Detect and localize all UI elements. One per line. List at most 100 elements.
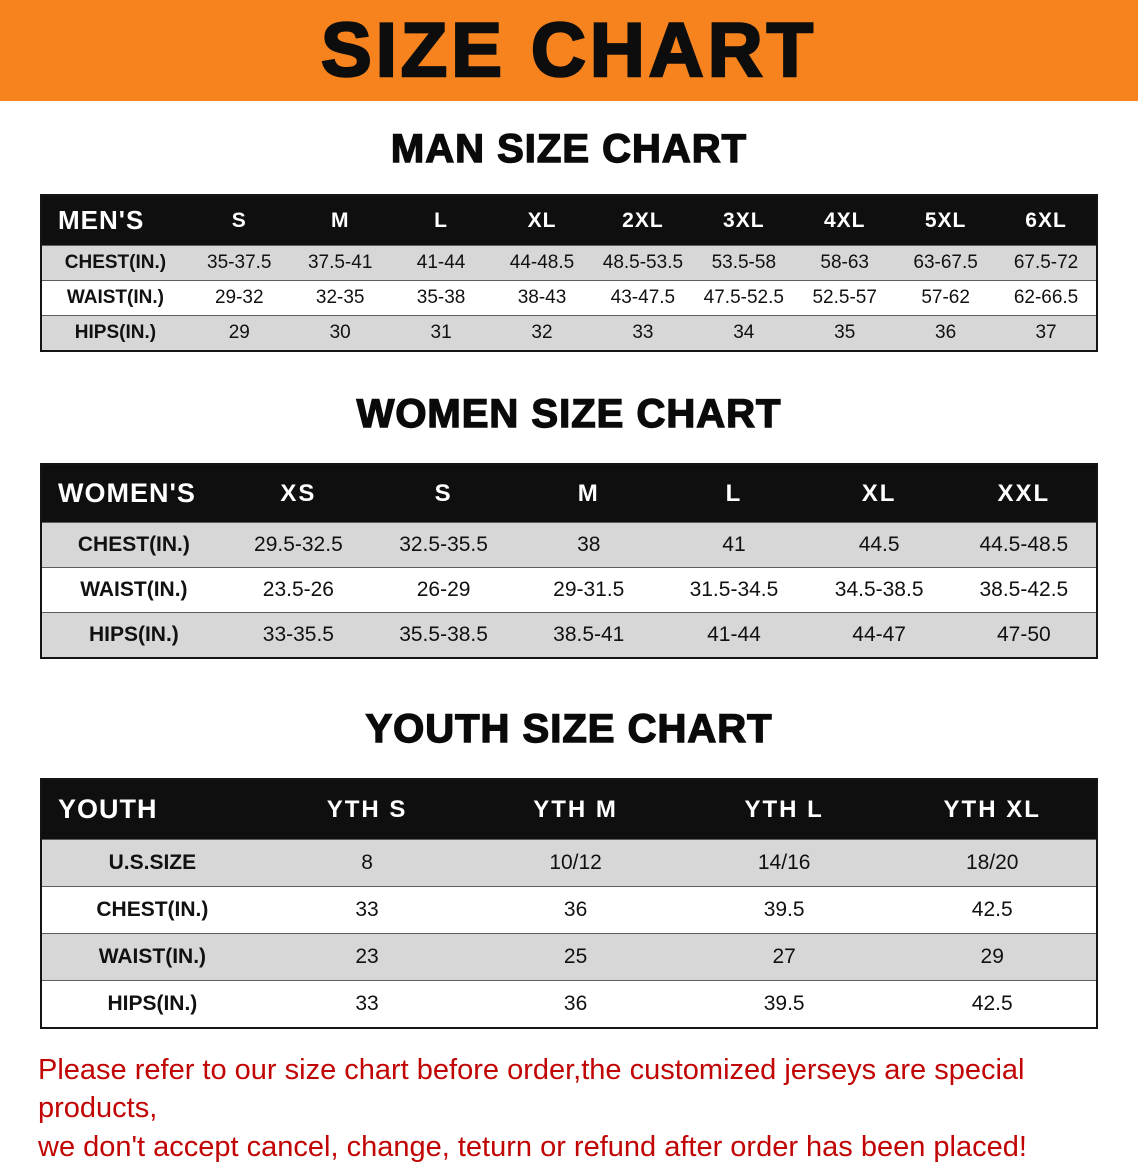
row-label: CHEST(IN.) bbox=[96, 898, 209, 921]
column-header: L bbox=[390, 195, 492, 246]
size-value-cell: 35-38 bbox=[416, 287, 466, 308]
size-value-cell: 30 bbox=[329, 322, 351, 343]
size-value-cell: 29 bbox=[980, 945, 1004, 968]
youth-size-table: YOUTH YTH S YTH M YTH L YTH XL U.S.SIZE 8 10/12… bbox=[40, 778, 1098, 1029]
row-label: U.S.SIZE bbox=[108, 851, 197, 874]
column-header: YTH XL bbox=[888, 779, 1097, 840]
size-value-cell: 35 bbox=[834, 322, 856, 343]
row-label: HIPS(IN.) bbox=[107, 992, 198, 1015]
table-row: WAIST(IN.) 23 25 27 29 bbox=[41, 933, 1097, 981]
size-value-cell: 33 bbox=[355, 992, 379, 1015]
size-value-cell: 43-47.5 bbox=[610, 287, 676, 308]
size-value-cell: 27 bbox=[772, 945, 796, 968]
size-value-cell: 37.5-41 bbox=[307, 252, 373, 273]
size-value-cell: 58-63 bbox=[820, 252, 870, 273]
size-value-cell: 26-29 bbox=[416, 578, 471, 601]
size-value-cell: 52.5-57 bbox=[812, 287, 877, 308]
size-value-cell: 42.5 bbox=[971, 992, 1013, 1015]
order-notice: Please refer to our size chart before or… bbox=[38, 1051, 1100, 1166]
size-value-cell: 32.5-35.5 bbox=[399, 533, 488, 556]
page-title: SIZE CHART bbox=[320, 7, 817, 93]
size-value-cell: 39.5 bbox=[763, 898, 805, 921]
size-value-cell: 33 bbox=[632, 322, 654, 343]
table-row: WAIST(IN.) 29-32 32-35 35-38 38-43 43-47.5 47.… bbox=[41, 280, 1097, 316]
row-label: HIPS(IN.) bbox=[88, 623, 179, 646]
size-value-cell: 63-67.5 bbox=[913, 252, 978, 273]
row-label: WAIST(IN.) bbox=[80, 578, 188, 601]
size-value-cell: 14/16 bbox=[757, 851, 811, 874]
table-row: HIPS(IN.) 33-35.5 35.5-38.5 38.5-41 41-44 44-… bbox=[41, 612, 1097, 658]
column-header: YTH S bbox=[262, 779, 472, 840]
men-size-section: MAN SIZE CHART MEN'S S M L XL 2XL 3XL 4XL 5XL 6XL… bbox=[0, 126, 1138, 352]
column-header: 6XL bbox=[996, 195, 1097, 246]
men-section-heading: MAN SIZE CHART bbox=[390, 126, 748, 171]
size-value-cell: 25 bbox=[563, 945, 588, 968]
size-value-cell: 29 bbox=[228, 322, 250, 343]
column-header: S bbox=[370, 464, 517, 523]
column-header: S bbox=[188, 195, 290, 246]
size-value-cell: 47-50 bbox=[997, 623, 1051, 646]
size-value-cell: 32 bbox=[531, 322, 553, 343]
size-value-cell: 44-47 bbox=[852, 623, 906, 646]
column-header: XXL bbox=[951, 464, 1097, 523]
size-value-cell: 36 bbox=[563, 992, 588, 1015]
size-value-cell: 41-44 bbox=[707, 623, 761, 646]
table-title-cell: MEN'S bbox=[41, 195, 189, 246]
size-value-cell: 29.5-32.5 bbox=[254, 533, 343, 556]
size-value-cell: 34.5-38.5 bbox=[834, 578, 924, 601]
table-title-cell: YOUTH bbox=[41, 779, 263, 840]
table-row: HIPS(IN.) 33 36 39.5 42.5 bbox=[41, 980, 1097, 1028]
column-header: M bbox=[516, 464, 662, 523]
women-section-heading: WOMEN SIZE CHART bbox=[356, 391, 782, 436]
header-row: WOMEN'S XS S M L XL XXL bbox=[41, 464, 1097, 523]
column-header: XL bbox=[806, 464, 952, 523]
size-value-cell: 33-35.5 bbox=[262, 623, 334, 646]
table-row: U.S.SIZE 8 10/12 14/16 18/20 bbox=[41, 839, 1097, 887]
size-value-cell: 44-48.5 bbox=[509, 252, 575, 273]
row-label: CHEST(IN.) bbox=[64, 252, 167, 273]
row-label: WAIST(IN.) bbox=[66, 287, 164, 308]
size-value-cell: 41 bbox=[722, 533, 746, 556]
row-label: HIPS(IN.) bbox=[74, 322, 157, 343]
column-header: 3XL bbox=[693, 195, 795, 246]
youth-section-heading: YOUTH SIZE CHART bbox=[365, 706, 773, 751]
size-value-cell: 38-43 bbox=[517, 287, 567, 308]
size-value-cell: 44.5-48.5 bbox=[979, 533, 1069, 556]
size-value-cell: 38 bbox=[577, 533, 601, 556]
notice-line-1: Please refer to our size chart before or… bbox=[38, 1054, 1025, 1125]
size-value-cell: 47.5-52.5 bbox=[703, 287, 784, 308]
column-header: YTH L bbox=[679, 779, 889, 840]
column-header: 5XL bbox=[895, 195, 997, 246]
size-value-cell: 57-62 bbox=[921, 287, 970, 308]
row-label: CHEST(IN.) bbox=[77, 533, 190, 556]
size-value-cell: 23.5-26 bbox=[262, 578, 334, 601]
table-row: CHEST(IN.) 29.5-32.5 32.5-35.5 38 41 44.5 44.5… bbox=[41, 522, 1097, 568]
size-value-cell: 23 bbox=[355, 945, 379, 968]
size-value-cell: 8 bbox=[361, 851, 373, 874]
column-header: 2XL bbox=[592, 195, 694, 246]
table-row: WAIST(IN.) 23.5-26 26-29 29-31.5 31.5-34.5 34… bbox=[41, 567, 1097, 613]
table-row: CHEST(IN.) 35-37.5 37.5-41 41-44 44-48.5 48.5… bbox=[41, 245, 1097, 281]
size-value-cell: 35-37.5 bbox=[207, 252, 272, 273]
size-value-cell: 67.5-72 bbox=[1013, 252, 1079, 273]
size-value-cell: 33 bbox=[355, 898, 379, 921]
women-size-section: WOMEN SIZE CHART WOMEN'S XS S M L XL XXL CHEST(… bbox=[0, 391, 1138, 659]
size-value-cell: 42.5 bbox=[971, 898, 1013, 921]
size-value-cell: 37 bbox=[1035, 322, 1057, 343]
youth-size-section: YOUTH SIZE CHART YOUTH YTH S YTH M YTH L YTH… bbox=[0, 706, 1138, 1029]
women-size-table: WOMEN'S XS S M L XL XXL CHEST(IN.) 29.5-32.5 32.5… bbox=[40, 463, 1098, 659]
table-title-cell: WOMEN'S bbox=[41, 464, 226, 523]
column-header: M bbox=[289, 195, 391, 246]
column-header: YTH M bbox=[471, 779, 680, 840]
column-header: 4XL bbox=[794, 195, 896, 246]
size-value-cell: 10/12 bbox=[549, 851, 602, 874]
size-value-cell: 31.5-34.5 bbox=[689, 578, 779, 601]
size-value-cell: 62-66.5 bbox=[1013, 287, 1079, 308]
size-value-cell: 32-35 bbox=[315, 287, 365, 308]
size-value-cell: 34 bbox=[733, 322, 755, 343]
size-value-cell: 44.5 bbox=[858, 533, 900, 556]
table-row: HIPS(IN.) 29 30 31 32 33 34 35 36 37 bbox=[41, 315, 1097, 351]
size-value-cell: 36 bbox=[935, 322, 957, 343]
column-header: L bbox=[661, 464, 807, 523]
size-value-cell: 38.5-41 bbox=[553, 623, 625, 646]
